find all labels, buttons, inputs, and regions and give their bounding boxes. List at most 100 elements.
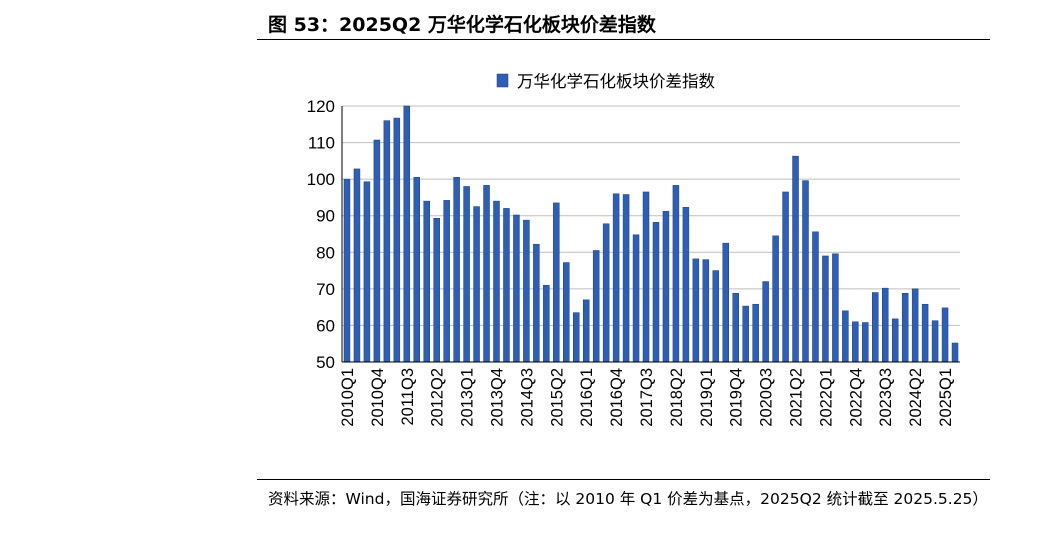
bar-2017Q4: [652, 222, 660, 363]
x-tick-label: 2019Q4: [728, 368, 746, 427]
y-tick-label: 60: [316, 316, 335, 335]
x-tick-label: 2015Q2: [548, 368, 566, 427]
bar-2014Q1: [503, 208, 510, 363]
bar-2015Q2: [553, 202, 560, 363]
bar-2016Q3: [602, 223, 610, 363]
bar-2015Q4: [573, 312, 580, 363]
x-tick-label: 2017Q3: [638, 368, 656, 427]
bar-2018Q4: [692, 258, 700, 363]
bar-2013Q3: [483, 185, 490, 363]
bar-2011Q2: [393, 117, 401, 363]
x-tick-label: 2010Q4: [369, 368, 387, 427]
y-tick-label: 120: [307, 97, 335, 116]
bar-2017Q3: [642, 191, 650, 363]
bar-2024Q4: [931, 320, 939, 363]
x-tick-label: 2021Q2: [788, 368, 806, 427]
bar-2012Q3: [443, 200, 450, 363]
x-tick-labels: 2010Q1 2010Q4 2011Q3 2012Q2 2013Q1 2013Q4 2014…: [339, 368, 955, 427]
bar-2012Q2: [433, 218, 440, 363]
bar-2021Q1: [782, 191, 789, 363]
y-tick-label: 110: [308, 134, 335, 153]
bars: [343, 105, 959, 363]
bar-2018Q3: [682, 207, 690, 363]
bar-2019Q1: [702, 259, 710, 363]
bar-2013Q2: [473, 206, 480, 363]
x-tick-label: 2012Q2: [429, 368, 447, 427]
bar-2020Q3: [762, 281, 769, 363]
bar-2023Q1: [862, 322, 869, 363]
bar-2021Q3: [802, 180, 809, 363]
bar-2021Q2: [792, 155, 799, 363]
bar-2010Q3: [363, 181, 371, 363]
y-tick-label: 50: [316, 353, 335, 372]
top-rule: [257, 39, 990, 40]
bar-2014Q4: [533, 243, 540, 363]
bar-2016Q4: [612, 193, 620, 363]
bar-2019Q2: [712, 270, 720, 363]
figure-title: 图 53：2025Q2 万华化学石化板块价差指数: [268, 14, 656, 36]
bar-2010Q2: [353, 168, 361, 363]
y-tick-label: 90: [316, 207, 335, 226]
bar-2014Q2: [513, 214, 520, 363]
axes: [341, 106, 960, 363]
bar-2023Q2: [872, 292, 879, 363]
x-tick-label: 2022Q1: [817, 368, 835, 427]
bar-2012Q4: [453, 177, 460, 363]
bar-2016Q1: [582, 299, 590, 363]
bar-2020Q4: [772, 235, 779, 363]
bar-2025Q2: [951, 342, 959, 363]
y-tick-label: 80: [316, 243, 335, 262]
legend-swatch: [496, 73, 509, 88]
bar-2021Q4: [812, 231, 819, 363]
bar-2020Q1: [742, 305, 749, 363]
bar-2015Q3: [563, 262, 570, 363]
y-tick-labels: 50 60 70 80 90 100 110 120: [307, 97, 335, 372]
x-tick-label: 2010Q1: [339, 368, 357, 427]
bar-2024Q3: [921, 303, 929, 363]
y-tick-label: 100: [307, 170, 335, 189]
legend-label: 万华化学石化板块价差指数: [517, 72, 716, 91]
bar-2020Q2: [752, 303, 759, 363]
bar-2022Q3: [842, 310, 849, 363]
bar-2025Q1: [941, 307, 949, 363]
bar-2018Q2: [672, 185, 680, 363]
x-tick-label: 2014Q3: [518, 368, 536, 427]
bar-2024Q1: [901, 292, 909, 363]
bar-2023Q3: [882, 287, 889, 363]
bar-2013Q4: [493, 200, 500, 363]
x-tick-label: 2019Q1: [698, 368, 716, 427]
x-tick-label: 2018Q2: [668, 368, 686, 427]
bar-2017Q2: [632, 234, 640, 363]
x-tick-label: 2011Q3: [399, 368, 417, 426]
bar-2015Q1: [543, 284, 550, 363]
x-tick-label: 2023Q3: [877, 368, 895, 427]
bar-2018Q1: [662, 211, 670, 363]
bar-2013Q1: [463, 186, 470, 363]
bar-2022Q2: [832, 253, 839, 363]
bar-2016Q2: [592, 250, 600, 363]
x-tick-label: 2024Q2: [907, 368, 925, 427]
x-tick-label: 2020Q3: [758, 368, 776, 427]
x-tick-label: 2013Q4: [489, 368, 507, 427]
y-tick-label: 70: [316, 280, 335, 299]
bar-2014Q3: [523, 219, 530, 363]
bottom-rule: [257, 479, 990, 480]
bar-2010Q1: [343, 178, 351, 363]
x-tick-label: 2025Q1: [937, 368, 955, 427]
source-note: 资料来源：Wind，国海证券研究所（注：以 2010 年 Q1 价差为基点，20…: [268, 490, 988, 508]
bar-2019Q4: [732, 292, 739, 363]
bar-2024Q2: [911, 288, 919, 363]
x-tick-label: 2016Q1: [578, 368, 596, 427]
bar-2012Q1: [423, 200, 430, 363]
x-tick-label: 2013Q1: [459, 368, 477, 427]
bar-2011Q4: [413, 177, 420, 363]
bar-2022Q1: [822, 255, 829, 363]
bar-2017Q1: [622, 194, 630, 363]
bar-2023Q4: [891, 318, 899, 363]
bar-2019Q3: [722, 242, 729, 363]
bar-2022Q4: [852, 321, 859, 363]
x-tick-label: 2022Q4: [847, 368, 865, 427]
x-tick-label: 2016Q4: [608, 368, 626, 427]
bar-2011Q3: [403, 105, 411, 363]
